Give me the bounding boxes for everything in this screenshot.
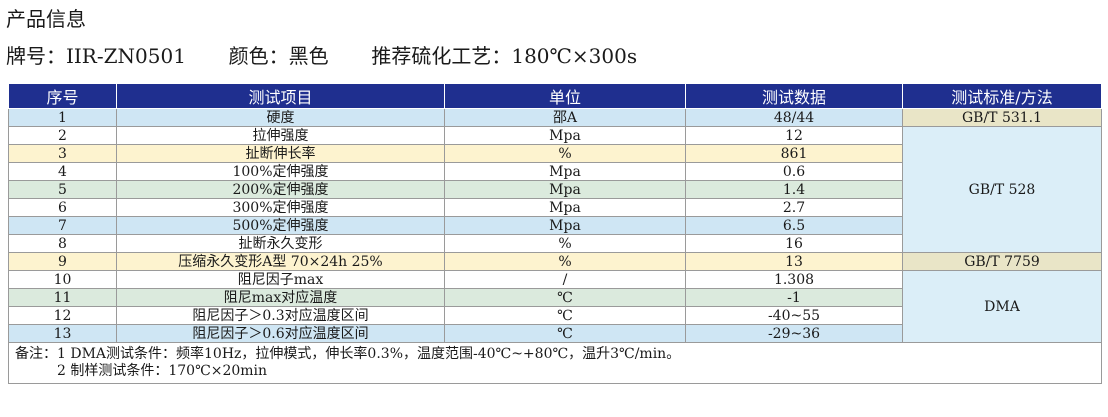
row-unit: Mpa xyxy=(444,180,686,199)
section-title: 产品信息 xyxy=(6,7,86,31)
row-no: 8 xyxy=(8,234,117,253)
row-unit: ℃ xyxy=(444,306,686,325)
row-item: 500%定伸强度 xyxy=(116,216,445,235)
standard-dma: DMA xyxy=(902,270,1102,343)
row-no: 13 xyxy=(8,324,117,343)
row-no: 9 xyxy=(8,252,117,271)
table-row: 11 阻尼max对应温度 ℃ -1 xyxy=(8,288,1102,307)
header-unit: 单位 xyxy=(444,83,686,109)
table-row: 7 500%定伸强度 Mpa 6.5 xyxy=(8,216,1102,235)
row-item: 阻尼因子＞0.3对应温度区间 xyxy=(116,306,445,325)
row-unit: ℃ xyxy=(444,288,686,307)
standard-gb-t-7759: GB/T 7759 xyxy=(902,252,1102,271)
notes-label: 备注： xyxy=(15,346,57,362)
row-item: 阻尼因子＞0.6对应温度区间 xyxy=(116,324,445,343)
row-no: 1 xyxy=(8,108,117,127)
row-no: 11 xyxy=(8,288,117,307)
row-item: 压缩永久变形A型 70×24h 25% xyxy=(116,252,445,271)
test-data-table: 序号 测试项目 单位 测试数据 测试标准/方法 1 硬度 邵A 48/44 GB… xyxy=(8,83,1102,384)
grade-value: IIR-ZN0501 xyxy=(66,44,186,68)
table-row: 5 200%定伸强度 Mpa 1.4 xyxy=(8,180,1102,199)
row-no: 10 xyxy=(8,270,117,289)
notes-line-2: 2 制样测试条件：170℃×20min xyxy=(57,363,268,379)
notes-cell: 备注：1 DMA测试条件：频率10Hz，拉伸模式，伸长率0.3%，温度范围-40… xyxy=(8,342,1102,384)
row-no: 5 xyxy=(8,180,117,199)
table-row: 1 硬度 邵A 48/44 GB/T 531.1 xyxy=(8,108,1102,127)
row-no: 2 xyxy=(8,126,117,145)
table-row: 2 拉伸强度 Mpa 12 GB/T 528 xyxy=(8,126,1102,253)
header-item: 测试项目 xyxy=(116,83,445,109)
table-header-row: 序号 测试项目 单位 测试数据 测试标准/方法 xyxy=(8,83,1102,109)
table-row: 10 阻尼因子max / 1.308 DMA xyxy=(8,270,1102,343)
row-value: 2.7 xyxy=(685,198,903,217)
header-value: 测试数据 xyxy=(685,83,903,109)
row-no: 4 xyxy=(8,162,117,181)
row-value: -1 xyxy=(685,288,903,307)
row-item: 扯断永久变形 xyxy=(116,234,445,253)
row-no: 7 xyxy=(8,216,117,235)
grade-label: 牌号： xyxy=(6,44,66,68)
row-unit: % xyxy=(444,144,686,163)
row-unit: 邵A xyxy=(444,108,686,127)
row-value: 0.6 xyxy=(685,162,903,181)
row-unit: Mpa xyxy=(444,126,686,145)
row-value: 13 xyxy=(685,252,903,271)
row-unit: / xyxy=(444,270,686,289)
table-row: 8 扯断永久变形 % 16 xyxy=(8,234,1102,253)
cure-label: 推荐硫化工艺： xyxy=(371,44,512,68)
row-item: 100%定伸强度 xyxy=(116,162,445,181)
row-value: 16 xyxy=(685,234,903,253)
header-standard: 测试标准/方法 xyxy=(902,83,1102,109)
row-unit: % xyxy=(444,252,686,271)
row-no: 12 xyxy=(8,306,117,325)
row-unit: Mpa xyxy=(444,198,686,217)
color-value: 黑色 xyxy=(288,44,329,68)
cure-value: 180℃×300s xyxy=(511,44,638,68)
row-item: 拉伸强度 xyxy=(116,126,445,145)
standard-gb-t-531-1: GB/T 531.1 xyxy=(902,108,1102,127)
row-unit: ℃ xyxy=(444,324,686,343)
row-value: 12 xyxy=(685,126,903,145)
row-unit: Mpa xyxy=(444,162,686,181)
row-item: 300%定伸强度 xyxy=(116,198,445,217)
row-item: 阻尼因子max xyxy=(116,270,445,289)
standard-gb-t-528: GB/T 528 xyxy=(902,126,1102,253)
table-row: 13 阻尼因子＞0.6对应温度区间 ℃ -29~36 xyxy=(8,324,1102,343)
row-value: -40~55 xyxy=(685,306,903,325)
row-value: 1.308 xyxy=(685,270,903,289)
header-no: 序号 xyxy=(8,83,117,109)
table-row: 9 压缩永久变形A型 70×24h 25% % 13 GB/T 7759 xyxy=(8,252,1102,271)
row-item: 硬度 xyxy=(116,108,445,127)
row-value: 1.4 xyxy=(685,180,903,199)
color-label: 颜色： xyxy=(228,44,289,68)
row-no: 3 xyxy=(8,144,117,163)
table-row: 12 阻尼因子＞0.3对应温度区间 ℃ -40~55 xyxy=(8,306,1102,325)
product-meta: 牌号：IIR-ZN0501 颜色：黑色 推荐硫化工艺：180℃×300s xyxy=(6,40,637,69)
row-value: -29~36 xyxy=(685,324,903,343)
row-item: 200%定伸强度 xyxy=(116,180,445,199)
notes-line-1: 1 DMA测试条件：频率10Hz，拉伸模式，伸长率0.3%，温度范围-40℃~+… xyxy=(57,346,681,362)
row-unit: % xyxy=(444,234,686,253)
notes-row: 备注：1 DMA测试条件：频率10Hz，拉伸模式，伸长率0.3%，温度范围-40… xyxy=(8,342,1102,384)
row-no: 6 xyxy=(8,198,117,217)
row-value: 6.5 xyxy=(685,216,903,235)
row-value: 48/44 xyxy=(685,108,903,127)
row-unit: Mpa xyxy=(444,216,686,235)
row-item: 阻尼max对应温度 xyxy=(116,288,445,307)
row-value: 861 xyxy=(685,144,903,163)
row-item: 扯断伸长率 xyxy=(116,144,445,163)
